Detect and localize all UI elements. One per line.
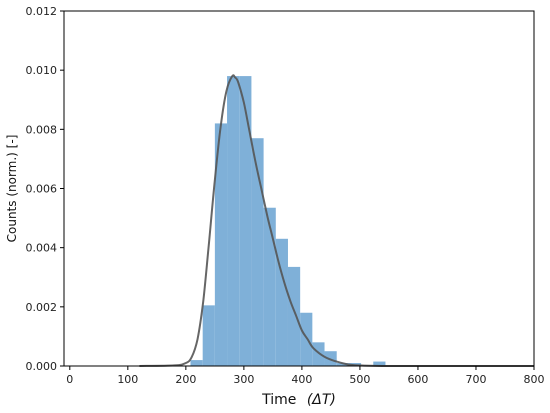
y-tick-label: 0.010 [26,64,58,77]
x-tick-label: 600 [407,373,428,386]
density-curve-layer [139,74,534,367]
y-axis-ticks: 0.000 0.002 0.004 0.006 0.008 0.010 0.012 [26,5,64,373]
histogram-bar-0 [190,360,203,366]
y-tick-label: 0.006 [26,183,58,196]
histogram-bar-10 [312,342,325,366]
y-tick-label: 0.002 [26,301,58,314]
x-axis-ticks: 0 100 200 300 400 500 600 700 800 [66,366,545,386]
x-tick-label: 800 [524,373,545,386]
y-tick-label: 0.000 [26,360,58,373]
x-axis-label: Time (ΔT) [261,392,336,408]
histogram-bar-14 [373,361,386,366]
histogram-bar-3 [227,76,240,366]
histogram-bar-12 [336,363,349,366]
histogram-bar-8 [287,266,301,366]
histogram-bar-5 [251,138,264,366]
histogram-bar-7 [275,238,288,366]
x-tick-label: 500 [349,373,370,386]
x-tick-label: 400 [291,373,312,386]
histogram-bars [190,76,386,367]
x-tick-label: 100 [117,373,138,386]
x-tick-label: 300 [233,373,254,386]
x-tick-label: 0 [66,373,73,386]
x-tick-label: 700 [465,373,486,386]
histogram-bar-4 [239,76,252,366]
histogram-bar-6 [263,207,276,366]
x-axis-label-symbol: (ΔT) [307,392,336,408]
y-tick-label: 0.012 [26,5,58,18]
density-curve [139,74,534,367]
histogram-bar-9 [300,312,313,366]
y-tick-label: 0.008 [26,123,58,136]
x-tick-label: 200 [175,373,196,386]
histogram-bar-1 [202,305,215,366]
y-tick-label: 0.004 [26,242,58,255]
x-axis-label-text: Time [261,392,296,408]
histogram-bar-2 [214,123,228,367]
y-axis-label: Counts (norm.) [-] [5,135,19,243]
